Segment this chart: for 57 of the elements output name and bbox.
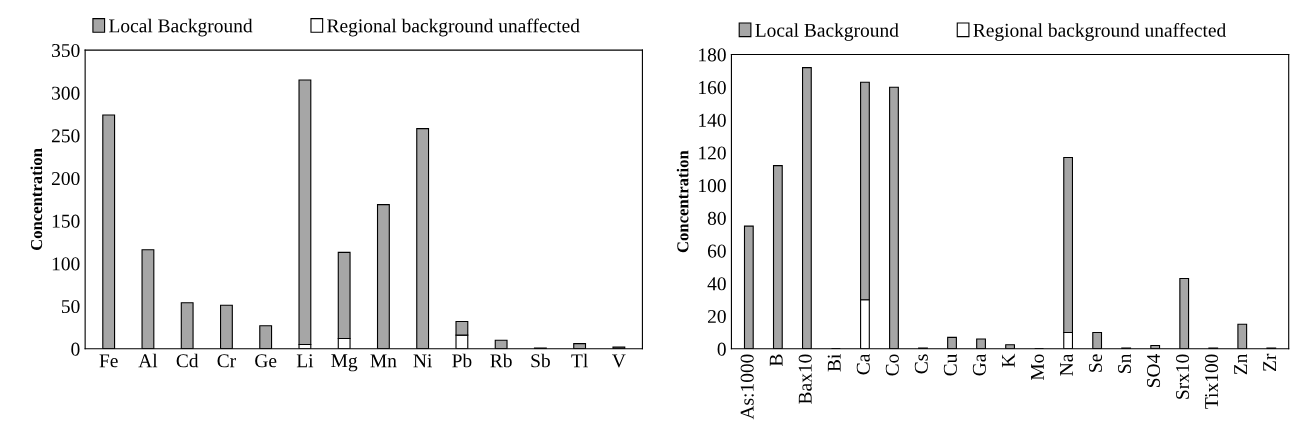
x-tick-label: Na	[1060, 353, 1073, 376]
y-tick-label: 200	[51, 171, 80, 186]
x-tick-label: Co	[885, 354, 899, 376]
x-tick-label: Mn	[370, 354, 397, 368]
legend-label: Regional background unaffected	[973, 22, 1226, 41]
x-tick-label: Zn	[1234, 353, 1247, 375]
x-tick-label: B	[769, 354, 783, 367]
x-tick-label: Tl	[571, 353, 588, 368]
y-tick-label: 0	[717, 342, 726, 356]
x-tick-label: Cu	[943, 353, 957, 376]
x-tick-label: Tix100	[1204, 354, 1219, 409]
legend-label: Regional background unaffected	[327, 18, 580, 37]
x-tick-label: Li	[296, 354, 314, 368]
legend-label: Local Background	[109, 18, 253, 37]
x-tick-label: Ni	[413, 354, 432, 368]
x-tick-label: Bi	[827, 354, 841, 372]
y-axis-title: Concentration	[30, 148, 43, 251]
x-tick-label: Srx10	[1175, 354, 1190, 399]
x-tick-label: K	[1002, 353, 1015, 368]
y-tick-label: 160	[699, 81, 726, 95]
y-tick-label: 100	[52, 257, 80, 271]
x-tick-label: Ga	[972, 353, 986, 376]
y-tick-label: 150	[52, 214, 80, 228]
x-tick-label: Mg	[331, 354, 358, 372]
y-tick-label: 50	[61, 299, 80, 314]
x-tick-label: Sb	[531, 353, 550, 368]
x-tick-label: Cr	[217, 354, 236, 368]
x-tick-label: Ca	[856, 353, 870, 375]
x-tick-label: Zr	[1263, 353, 1276, 372]
x-tick-label: Bax10	[798, 354, 812, 404]
y-tick-label: 20	[707, 309, 726, 324]
x-tick-label: Pb	[452, 353, 472, 368]
y-tick-label: 100	[699, 179, 726, 193]
y-axis-title: Concentration	[676, 150, 689, 253]
x-tick-label: Ge	[255, 354, 277, 368]
x-tick-label: Cd	[176, 353, 199, 368]
x-tick-label: As:1000	[740, 354, 754, 420]
x-tick-label: Se	[1088, 354, 1103, 372]
x-tick-label: Al	[138, 353, 158, 368]
y-tick-label: 40	[707, 277, 726, 291]
x-tick-label: Rb	[490, 353, 512, 368]
y-tick-label: 60	[707, 244, 726, 258]
legend-label: Local Background	[755, 23, 899, 41]
y-tick-label: 250	[51, 129, 80, 143]
y-tick-label: 80	[707, 211, 726, 225]
y-tick-label: 120	[699, 146, 726, 160]
x-tick-label: Sn	[1117, 353, 1132, 373]
y-tick-label: 180	[699, 48, 726, 62]
x-tick-label: SO4	[1146, 353, 1161, 387]
x-tick-label: Mo	[1031, 354, 1044, 381]
y-tick-label: 0	[71, 342, 80, 356]
x-tick-label: Cs	[914, 354, 928, 374]
x-tick-label: Fe	[99, 354, 118, 368]
x-tick-label: V	[612, 354, 626, 368]
y-tick-label: 140	[699, 113, 726, 127]
y-tick-label: 350	[52, 43, 80, 58]
y-tick-label: 300	[52, 86, 80, 100]
